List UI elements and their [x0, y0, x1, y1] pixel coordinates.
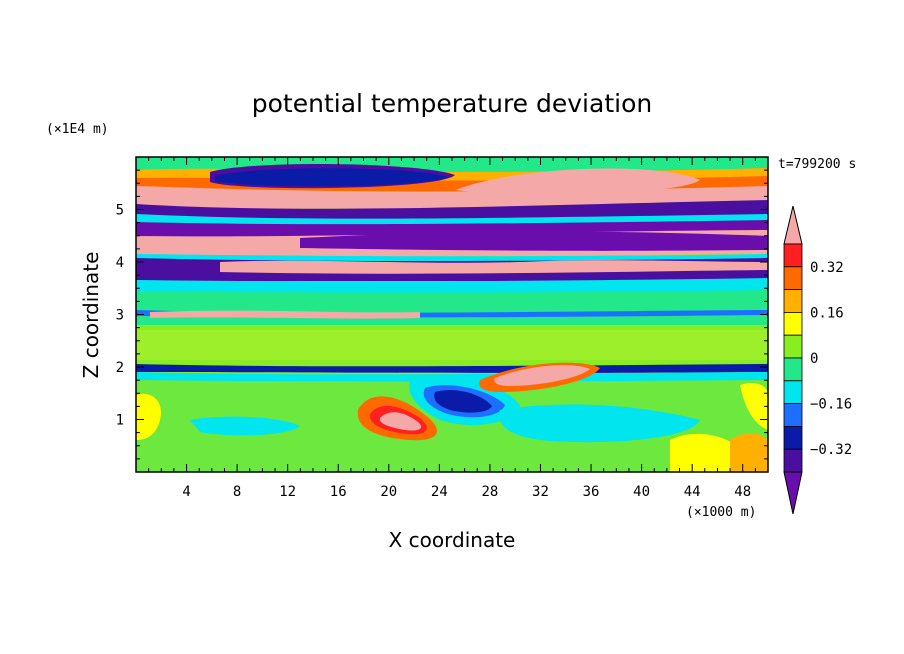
anomaly-pink-20 [379, 412, 422, 431]
y-tick-label: 3 [116, 308, 124, 324]
colorbar-label: 0.32 [810, 260, 844, 276]
x-tick-label: 44 [684, 484, 701, 500]
field-band-purple-4 [300, 231, 768, 251]
time-label: t=799200 s [778, 157, 856, 172]
field-band-mid2 [136, 330, 768, 360]
colorbar-label: −0.16 [810, 397, 852, 413]
x-tick-label: 20 [380, 484, 397, 500]
colorbar: 0.32 0.16 0 −0.16 −0.32 [783, 205, 852, 515]
field-band-cyan-3 [136, 278, 768, 293]
field-band-cyan-2km [136, 372, 768, 382]
anomaly-yellow-left [136, 393, 161, 440]
field-band-blue-2km [136, 364, 768, 373]
x-tick-label: 40 [633, 484, 650, 500]
y-axis-label: Z coordinate [79, 252, 103, 379]
colorbar-segment [783, 243, 803, 268]
field-band-pink-top [455, 168, 700, 195]
x-unit-label: (×1000 m) [686, 505, 756, 520]
colorbar-label: 0 [810, 351, 818, 367]
colorbar-segment [783, 334, 803, 359]
x-tick-label: 8 [233, 484, 241, 500]
y-tick-label: 1 [116, 413, 124, 429]
colorbar-segment [783, 425, 803, 450]
colorbar-segment [783, 289, 803, 313]
anomaly-pink-30 [494, 365, 590, 386]
colorbar-extend-max [783, 205, 803, 245]
anomaly-cyan-32 [499, 404, 700, 443]
x-axis: 4 8 12 16 20 24 28 32 36 40 44 48 [148, 157, 756, 500]
colorbar-segment [783, 403, 803, 427]
colorbar-segment [783, 448, 803, 473]
field-band-pink-3km [150, 310, 420, 319]
field-band-pink-3 [220, 260, 768, 274]
anomaly-yellow-44 [670, 433, 740, 472]
anomaly-cyan-12 [190, 416, 300, 436]
x-tick-label: 24 [431, 484, 448, 500]
y-tick-label: 2 [116, 360, 124, 376]
x-tick-label: 32 [532, 484, 549, 500]
y-axis: 1 2 3 4 5 [116, 169, 768, 460]
x-tick-label: 28 [481, 484, 498, 500]
x-tick-label: 4 [182, 484, 190, 500]
contour-field [136, 157, 768, 472]
x-tick-label: 16 [330, 484, 347, 500]
x-tick-label: 48 [734, 484, 751, 500]
chart-title: potential temperature deviation [252, 89, 652, 118]
colorbar-segment [783, 380, 803, 404]
colorbar-label: 0.16 [810, 305, 844, 321]
colorbar-segment [783, 266, 803, 290]
field-band-navy-top [215, 168, 448, 187]
colorbar-label: −0.32 [810, 442, 852, 458]
anomaly-yellow-right [740, 383, 768, 430]
x-tick-label: 36 [583, 484, 600, 500]
y-tick-label: 4 [116, 255, 124, 271]
colorbar-segment [783, 357, 803, 382]
y-tick-label: 5 [116, 203, 124, 219]
x-tick-label: 12 [279, 484, 296, 500]
y-unit-label: (×1E4 m) [46, 122, 109, 137]
x-axis-label: X coordinate [389, 528, 516, 552]
colorbar-extend-min [783, 471, 803, 515]
colorbar-segment [783, 311, 803, 336]
anomaly-orange-48 [730, 433, 768, 472]
anomaly-navy-24 [434, 389, 492, 413]
